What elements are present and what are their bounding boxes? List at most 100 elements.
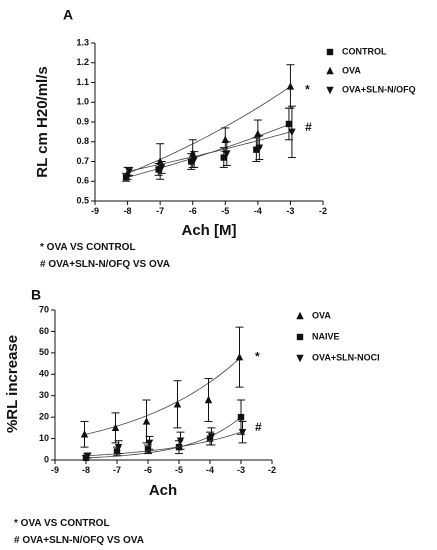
legend-marker <box>326 66 334 75</box>
footnote: # OVA+SLN-N/OFQ VS OVA <box>40 259 170 270</box>
y-tick-label: 40 <box>39 369 49 379</box>
x-tick-label: -3 <box>237 465 245 475</box>
x-tick-label: -9 <box>51 465 59 475</box>
y-tick-label: 1.1 <box>76 77 89 87</box>
data-point <box>286 82 295 90</box>
x-tick-label: -2 <box>268 465 276 475</box>
y-tick-label: 10 <box>39 433 49 443</box>
data-point <box>254 129 262 138</box>
legend-label: NAIVE <box>312 331 340 341</box>
data-point <box>255 144 264 152</box>
y-tick-label: 0.6 <box>76 176 89 186</box>
x-tick-label: -9 <box>91 206 99 216</box>
significance-mark: * <box>255 349 260 363</box>
data-point <box>83 452 92 460</box>
y-tick-label: 70 <box>39 304 49 314</box>
x-tick-label: -7 <box>113 465 121 475</box>
legend-marker <box>326 48 334 56</box>
y-axis-label: %RL increase <box>4 335 21 433</box>
x-tick-label: -2 <box>319 206 327 216</box>
data-point <box>142 417 151 425</box>
series-naive <box>82 399 245 462</box>
footnote: * OVA VS CONTROL <box>14 518 110 529</box>
fit-curve <box>85 356 242 435</box>
x-axis-label: Ach [M] <box>182 222 237 239</box>
x-tick-label: -4 <box>254 206 262 216</box>
y-tick-label: 20 <box>39 412 49 422</box>
footnote: * OVA VS CONTROL <box>40 242 136 253</box>
y-axis-label: RL cm H20/ml/s <box>34 66 51 177</box>
legend-marker <box>296 333 304 341</box>
data-point <box>204 395 213 404</box>
data-point <box>113 448 121 455</box>
data-point <box>190 156 198 164</box>
y-tick-label: 0.8 <box>76 136 89 146</box>
data-point <box>188 158 195 165</box>
data-point <box>220 154 227 161</box>
legend-label: OVA+SLN-NOCI <box>312 352 380 362</box>
data-point <box>145 439 154 448</box>
y-tick-label: 1.3 <box>76 37 89 47</box>
y-tick-label: 0.5 <box>76 195 89 205</box>
x-tick-label: -5 <box>221 206 229 216</box>
data-point <box>125 168 133 176</box>
data-point <box>285 120 293 128</box>
legend-label: OVA <box>342 65 361 75</box>
legend-label: CONTROL <box>342 46 387 56</box>
data-point <box>157 164 166 172</box>
y-tick-label: 0 <box>44 454 49 464</box>
y-tick-label: 0.9 <box>76 116 89 126</box>
data-point <box>235 352 244 361</box>
x-tick-label: -6 <box>144 465 152 475</box>
y-tick-label: 1.2 <box>76 57 89 67</box>
chart-panel-b: B 0 10 20 30 40 50 60 70 -9 -8 -7 -6 -5 -4 -3 -2 Ach %RL i… <box>4 287 380 546</box>
data-point <box>288 128 296 137</box>
fit-curve <box>85 431 242 457</box>
significance-mark: # <box>305 120 312 134</box>
legend-label: OVA <box>312 310 331 320</box>
legend-marker <box>326 86 334 95</box>
y-tick-label: 1.0 <box>76 97 89 107</box>
x-axis-label: Ach <box>149 482 177 499</box>
x-tick-label: -5 <box>175 465 183 475</box>
data-point <box>176 437 185 445</box>
y-tick-label: 50 <box>39 347 49 357</box>
data-point <box>111 423 120 432</box>
legend-marker <box>296 354 304 363</box>
series-ova <box>123 64 295 180</box>
panel-label: A <box>63 7 73 23</box>
significance-mark: * <box>305 83 310 97</box>
significance-mark: # <box>255 420 262 434</box>
data-point <box>237 413 245 421</box>
data-point <box>155 166 162 173</box>
data-point <box>173 400 182 408</box>
y-tick-label: 60 <box>39 326 49 336</box>
fit-curve <box>127 86 291 174</box>
panel-label: B <box>31 287 41 303</box>
legend-label: OVA+SLN-N/OFQ <box>342 84 416 94</box>
footnote: # OVA+SLN-N/OFQ VS OVA <box>14 535 144 546</box>
fit-curve <box>127 123 291 178</box>
x-tick-label: -3 <box>286 206 294 216</box>
fit-curve <box>127 131 291 172</box>
data-point <box>238 428 247 437</box>
x-tick-label: -4 <box>206 465 214 475</box>
x-tick-label: -8 <box>82 465 90 475</box>
series-ova-sln-n-ofq <box>125 105 296 176</box>
data-point <box>114 443 123 452</box>
legend-marker <box>296 311 304 320</box>
series-ova-sln-noci <box>83 420 247 460</box>
data-point <box>122 174 130 181</box>
x-tick-label: -8 <box>124 206 132 216</box>
y-tick-label: 0.7 <box>76 156 89 166</box>
series-control <box>122 107 293 182</box>
data-point <box>221 135 229 143</box>
data-point <box>253 146 260 153</box>
data-point <box>206 435 214 442</box>
fit-curve <box>85 416 242 459</box>
data-point <box>207 433 216 441</box>
x-tick-label: -7 <box>156 206 164 216</box>
x-tick-label: -6 <box>189 206 197 216</box>
series-ova <box>80 326 244 448</box>
